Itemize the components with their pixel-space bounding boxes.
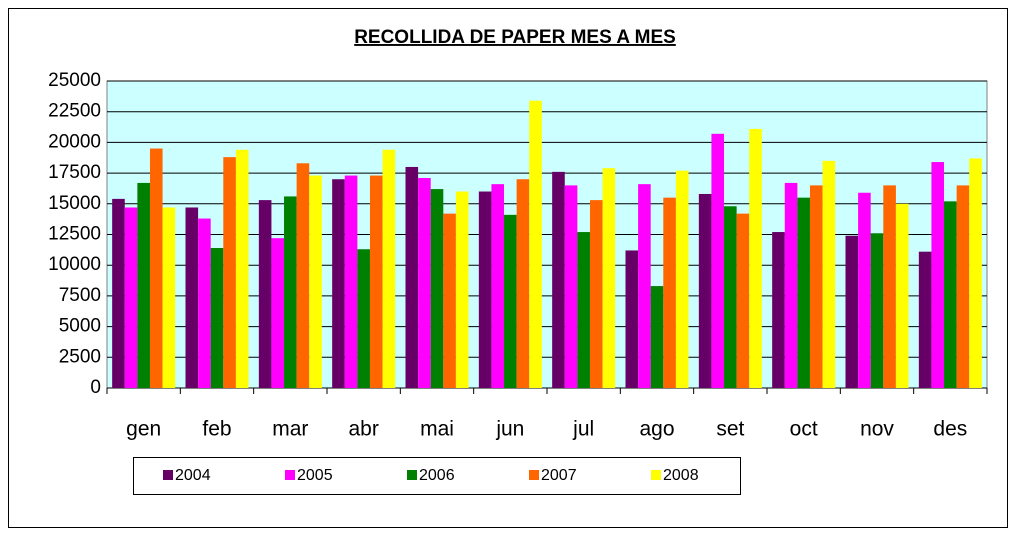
legend-label: 2006 [419,467,455,484]
bar [577,232,590,388]
y-tick-label: 20000 [48,131,101,152]
x-tick-label: nov [860,418,894,441]
bar [675,170,689,388]
bar [663,197,676,388]
bar [552,171,565,388]
bar [625,250,639,388]
bar [271,238,285,388]
y-tick-label: 10000 [48,254,101,275]
bar [284,196,297,388]
x-tick-label: mar [272,418,308,441]
legend-swatch [163,470,173,480]
bar [382,149,396,388]
x-tick-label: ago [639,418,674,441]
bar [698,193,712,388]
legend-label: 2008 [663,467,699,484]
bar [529,100,542,388]
bar [602,168,616,388]
bar [369,175,383,388]
x-tick-label: des [933,418,967,441]
bar [455,191,469,388]
bar [162,207,176,388]
bar [845,235,859,388]
legend-swatch [529,470,539,480]
bar [772,232,785,388]
bar [235,149,249,388]
bar [931,162,945,388]
bar [491,184,505,388]
x-tick-label: feb [202,418,231,441]
legend-label: 2004 [175,467,211,484]
bar [149,148,163,388]
bar [956,185,970,388]
y-tick-label: 0 [90,377,101,398]
y-tick-label: 5000 [59,316,101,337]
legend [133,457,741,495]
x-tick-label: set [716,418,744,441]
x-tick-label: jun [495,418,524,441]
y-tick-label: 17500 [48,162,101,183]
y-tick-label: 22500 [48,101,101,122]
bar [944,201,957,388]
x-tick-label: oct [790,418,818,441]
y-tick-label: 2500 [59,346,101,367]
y-tick-label: 15000 [48,193,101,214]
bar [516,179,530,388]
bar [883,185,896,388]
bar [137,182,150,388]
y-tick-label: 25000 [48,70,101,91]
bar [724,206,737,388]
legend-label: 2005 [297,467,333,484]
bar [858,192,871,388]
bar [185,207,199,388]
bar [870,233,884,388]
bar [504,214,517,388]
bar [357,249,370,388]
x-tick-label: jul [572,418,594,441]
bar [650,286,664,388]
legend-swatch [407,470,417,480]
bar [797,197,810,388]
bar [736,213,750,388]
bar [969,158,982,388]
bar [223,157,236,388]
bar [822,160,836,388]
bar [258,200,272,388]
legend-label: 2007 [541,467,577,484]
chart-title: RECOLLIDA DE PAPER MES A MES [354,27,676,48]
bar [809,185,823,388]
bar [309,175,322,388]
bar [895,203,909,388]
bar [112,198,125,388]
x-tick-label: gen [126,418,161,441]
bar [210,248,224,388]
bar [564,185,578,388]
bar [405,166,419,388]
bar [418,178,431,388]
bar [749,128,762,388]
y-tick-label: 12500 [48,224,101,245]
bar [589,200,603,388]
bar [198,218,211,388]
bar [124,207,138,388]
bar [918,251,932,388]
bar [784,182,798,388]
y-tick-label: 7500 [59,285,101,306]
bar [711,133,725,388]
legend-swatch [285,470,295,480]
x-tick-label: abr [348,418,378,441]
bar [344,175,358,388]
x-tick-label: mai [420,418,454,441]
bar [478,191,492,388]
bar [430,189,444,388]
bar [296,163,310,388]
bar [332,179,345,388]
legend-swatch [651,470,661,480]
bar [443,213,456,388]
bar [638,184,651,388]
